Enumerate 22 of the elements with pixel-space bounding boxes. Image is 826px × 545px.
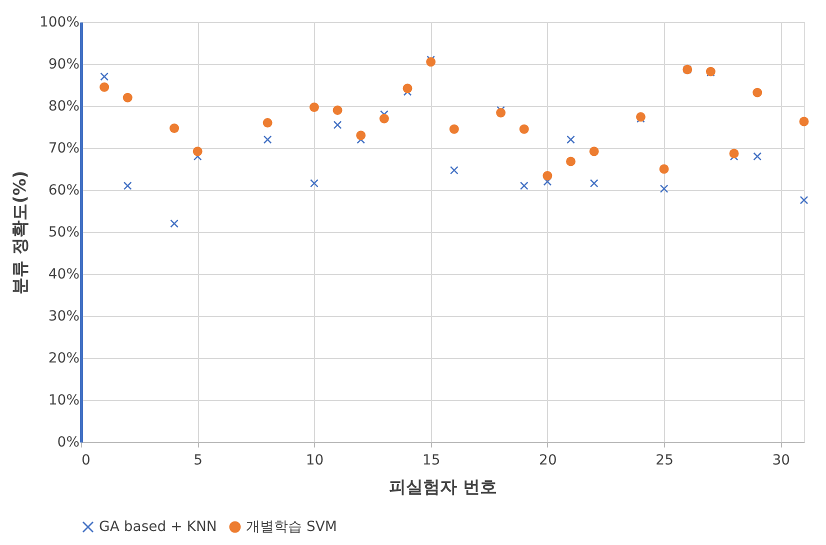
x-tick-label: 5 [194,452,203,468]
x-tick-label: 25 [656,452,674,468]
x-tick-label: 10 [306,452,324,468]
legend-label: GA based + KNN [99,519,217,535]
y-axis-title: 분류 정확도(%) [10,170,30,294]
x-tick-label: 15 [422,452,440,468]
y-tick-label: 10% [48,392,80,408]
y-tick-label: 30% [48,308,80,324]
y-tick-label: 40% [48,266,80,282]
x-tick-label: 30 [772,452,790,468]
x-tick-label: 20 [539,452,557,468]
y-tick-label: 50% [48,224,80,240]
legend-label: 개별학습 SVM [246,519,337,535]
x-axis-title: 피실험자 번호 [389,478,497,498]
y-tick-label: 80% [48,98,80,114]
y-tick-label: 70% [48,140,80,156]
y-tick-label: 100% [39,14,80,30]
y-tick-label: 90% [48,56,80,72]
y-tick-label: 0% [57,434,80,450]
x-tick-label: 0 [82,452,90,468]
y-tick-label: 20% [48,350,80,366]
y-tick-label: 60% [48,182,80,198]
